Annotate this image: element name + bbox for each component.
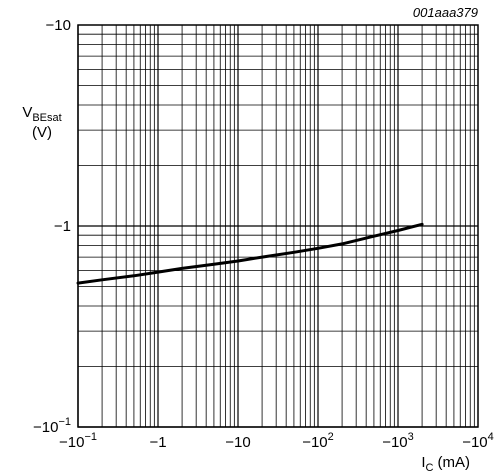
x-tick-label: −10 xyxy=(225,434,250,451)
series-group xyxy=(76,222,424,285)
figure-code: 001aaa379 xyxy=(413,5,478,20)
x-tick-label: −102 xyxy=(302,431,334,451)
x-axis-label: IC (mA) xyxy=(421,454,470,474)
series-line xyxy=(76,222,424,285)
x-tick-label: −10−1 xyxy=(59,431,97,451)
y-tick-labels: −10−1−10−1 xyxy=(33,17,71,436)
y-axis-unit: (V) xyxy=(32,124,52,141)
x-tick-labels: −10−1 −1 −10 −102 −103 −104 xyxy=(59,431,494,451)
grid-lines xyxy=(77,25,478,428)
x-tick-label: −1 xyxy=(149,434,166,451)
y-axis-label: VBEsat xyxy=(22,104,61,124)
y-tick-label: −10−1 xyxy=(33,416,71,436)
plot-frame xyxy=(77,24,479,428)
y-tick-label: −10 xyxy=(46,17,71,34)
x-tick-label: −103 xyxy=(382,431,414,451)
x-tick-label: −104 xyxy=(462,431,494,451)
y-tick-label: −1 xyxy=(54,218,71,235)
